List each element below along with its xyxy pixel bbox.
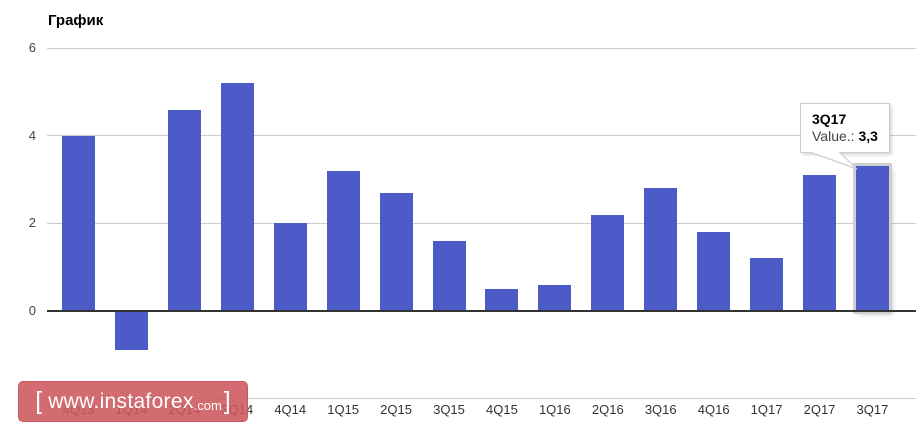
instaforex-watermark: [ www.instaforex .com ] bbox=[18, 381, 248, 422]
bar-2q16[interactable] bbox=[591, 214, 625, 311]
bar-2q15[interactable] bbox=[379, 192, 413, 311]
x-axis-label-3q15: 3Q15 bbox=[433, 402, 465, 417]
banner-tld-text: .com bbox=[193, 397, 222, 413]
bar-3q14[interactable] bbox=[220, 83, 254, 311]
banner-bracket-left: [ bbox=[35, 387, 43, 415]
bar-4q16[interactable] bbox=[697, 232, 731, 311]
gridline bbox=[47, 135, 916, 137]
y-axis-tick-label: 0 bbox=[28, 303, 36, 318]
x-axis-label-4q14: 4Q14 bbox=[274, 402, 307, 417]
chart-title: График bbox=[48, 12, 104, 29]
x-axis-label-1q17: 1Q17 bbox=[750, 402, 783, 417]
x-axis-label-3q16: 3Q16 bbox=[644, 402, 677, 417]
bar-2q14[interactable] bbox=[167, 109, 201, 311]
x-axis-label-4q15: 4Q15 bbox=[486, 402, 518, 417]
tooltip-pointer-icon bbox=[809, 152, 858, 170]
x-axis-label-1q15: 1Q15 bbox=[327, 402, 360, 417]
bar-4q13[interactable] bbox=[62, 135, 95, 311]
gridline bbox=[47, 222, 916, 224]
y-axis-tick-label: 2 bbox=[28, 215, 36, 231]
x-axis-label-2q15: 2Q15 bbox=[380, 402, 412, 417]
tooltip-value-label: Value.: bbox=[812, 128, 855, 144]
y-axis-tick-label: 4 bbox=[28, 127, 36, 143]
x-axis-label-2q17: 2Q17 bbox=[803, 402, 836, 417]
bar-1q16[interactable] bbox=[538, 284, 572, 311]
tooltip: 3Q17 Value.: 3,3 bbox=[800, 103, 890, 153]
bar-1q17[interactable] bbox=[750, 258, 784, 311]
bar-3q17[interactable] bbox=[855, 166, 889, 311]
bar-1q15[interactable] bbox=[326, 170, 360, 311]
y-axis-tick-label: 6 bbox=[28, 40, 36, 56]
bar-3q15[interactable] bbox=[432, 240, 466, 311]
x-axis-label-3q17: 3Q17 bbox=[856, 402, 889, 417]
gridline bbox=[47, 398, 916, 400]
bar-4q15[interactable] bbox=[485, 289, 519, 311]
bar-4q14[interactable] bbox=[273, 223, 307, 311]
tooltip-value-line: Value.: 3,3 bbox=[812, 128, 878, 145]
bar-3q16[interactable] bbox=[644, 188, 678, 311]
x-axis-label-1q16: 1Q16 bbox=[538, 402, 571, 417]
tooltip-period: 3Q17 bbox=[812, 111, 847, 127]
zero-axis-line bbox=[47, 310, 916, 312]
x-axis-label-4q16: 4Q16 bbox=[697, 402, 730, 417]
banner-domain-text: www.instaforex bbox=[48, 389, 194, 413]
x-axis-label-2q16: 2Q16 bbox=[591, 402, 624, 417]
bar-1q14[interactable] bbox=[114, 311, 148, 351]
bar-2q17[interactable] bbox=[803, 175, 837, 311]
banner-bracket-right: ] bbox=[223, 387, 231, 415]
gridline bbox=[47, 47, 916, 49]
tooltip-value: 3,3 bbox=[858, 128, 878, 144]
